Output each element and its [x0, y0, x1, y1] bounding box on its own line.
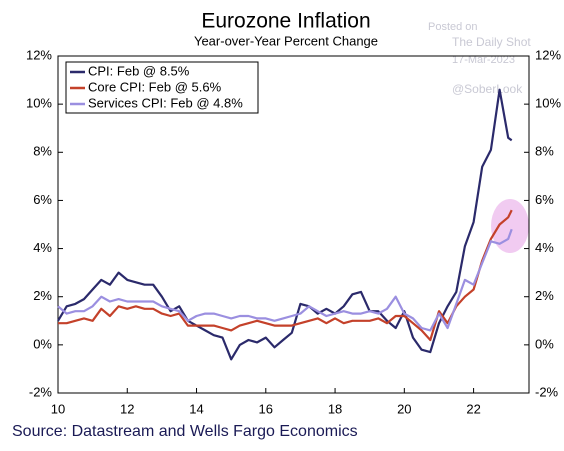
y2-tick-label: 10% — [535, 96, 561, 111]
watermark: 17-Mar-2023 — [452, 54, 515, 66]
y-tick-label: 8% — [33, 144, 52, 159]
y2-tick-label: 2% — [535, 288, 554, 303]
y-tick-label: 4% — [33, 240, 52, 255]
y-tick-label: 10% — [26, 96, 52, 111]
plot-frame — [57, 55, 530, 394]
y2-tick-label: 6% — [535, 192, 554, 207]
x-tick-label: 10 — [51, 401, 65, 416]
watermark: The Daily Shot — [452, 35, 531, 49]
x-tick-label: 16 — [259, 401, 273, 416]
legend-label: Core CPI: Feb @ 5.6% — [88, 79, 222, 94]
legend-box — [65, 61, 259, 114]
x-tick-label: 12 — [120, 401, 134, 416]
y2-tick-label: 0% — [535, 336, 554, 351]
y2-tick-label: 12% — [535, 47, 561, 62]
source: Source: Datastream and Wells Fargo Econo… — [12, 423, 358, 440]
y-tick-label: 0% — [33, 336, 52, 351]
series-line — [57, 88, 513, 361]
legend-label: CPI: Feb @ 8.5% — [88, 63, 190, 78]
y2-tick-label: -2% — [535, 384, 559, 399]
y2-tick-label: 4% — [535, 240, 554, 255]
series-line — [57, 228, 513, 332]
y-tick-label: 12% — [26, 47, 52, 62]
watermark: @SoberLook — [452, 82, 523, 96]
chart-title: Eurozone Inflation — [201, 10, 370, 33]
x-tick-label: 22 — [466, 401, 480, 416]
x-tick-label: 18 — [328, 401, 342, 416]
x-tick-label: 14 — [189, 401, 203, 416]
legend-label: Services CPI: Feb @ 4.8% — [88, 95, 243, 110]
highlight — [491, 199, 529, 253]
y-tick-label: 6% — [33, 192, 52, 207]
chart-subtitle: Year-over-Year Percent Change — [194, 33, 378, 48]
x-tick-label: 20 — [397, 401, 411, 416]
y-tick-label: 2% — [33, 288, 52, 303]
series-line — [58, 209, 513, 342]
watermark: Posted on — [428, 21, 478, 33]
y-tick-label: -2% — [29, 384, 53, 399]
y2-tick-label: 8% — [535, 144, 554, 159]
